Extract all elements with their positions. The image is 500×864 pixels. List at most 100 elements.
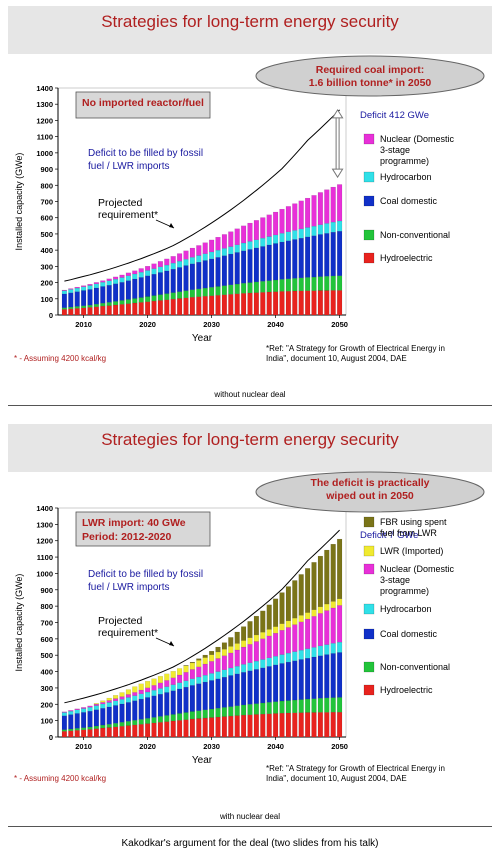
y-tick-label: 600 (40, 214, 53, 223)
bar-segment (266, 244, 272, 281)
bar-segment (298, 659, 304, 700)
bar-segment (106, 700, 112, 703)
bar-segment (81, 712, 87, 728)
divider (8, 826, 492, 827)
projected-requirement-label: Projected (98, 197, 143, 209)
bar-segment (337, 641, 343, 653)
bar-segment (164, 293, 170, 300)
bar-segment (279, 663, 285, 702)
bar-segment (215, 257, 221, 287)
bar-segment (196, 296, 202, 316)
bar-segment (81, 727, 87, 730)
bar-segment (157, 266, 163, 273)
bar-segment (132, 273, 138, 280)
slide-title: Strategies for long-term energy security (101, 430, 399, 449)
figure-caption: Kakodkar's argument for the deal (two sl… (121, 838, 379, 849)
bar-segment (113, 304, 119, 316)
bar-segment (247, 662, 253, 671)
bar-segment (170, 298, 176, 316)
bar-segment (202, 296, 208, 316)
bar-segment (305, 236, 311, 278)
bar-segment (151, 678, 157, 686)
bar-segment (151, 685, 157, 691)
bar-segment (100, 303, 106, 307)
bar-segment (119, 277, 125, 283)
bar-segment (241, 242, 247, 251)
bar-segment (285, 278, 291, 292)
y-tick-label: 0 (49, 733, 53, 742)
footnote-left: * - Assuming 4200 kcal/kg (14, 774, 107, 783)
bar-segment (132, 720, 138, 726)
bar-segment (189, 297, 195, 316)
bar-segment (93, 703, 99, 705)
bar-segment (292, 230, 298, 240)
bar-segment (305, 227, 311, 237)
bar-segment (324, 654, 330, 699)
bar-segment (317, 234, 323, 277)
bar-segment (234, 283, 240, 294)
bar-segment (164, 680, 170, 687)
bar-segment (119, 274, 125, 278)
bar-segment (253, 669, 259, 704)
bar-segment (260, 667, 266, 704)
bar-segment (273, 664, 279, 702)
bar-segment (228, 675, 234, 707)
bar-segment (241, 672, 247, 706)
bar-segment (119, 696, 125, 700)
bar-segment (337, 538, 343, 599)
y-tick-label: 0 (49, 311, 53, 320)
bar-segment (285, 627, 291, 654)
bar-segment (81, 729, 87, 738)
bar-segment (305, 712, 311, 738)
x-tick-label: 2030 (203, 320, 220, 329)
bar-segment (247, 292, 253, 316)
bar-segment (279, 279, 285, 292)
bar-segment (93, 283, 99, 289)
bar-segment (170, 677, 176, 685)
legend-label: 3-stage (380, 145, 410, 155)
deficit-fill-text: Deficit to be filled by fossil (88, 569, 203, 580)
bar-segment (221, 707, 227, 717)
bar-segment (157, 272, 163, 295)
slide-with-deal: Strategies for long-term energy security… (8, 424, 492, 808)
bar-segment (68, 711, 74, 715)
bar-segment (170, 268, 176, 293)
bar-segment (177, 668, 183, 676)
bar-segment (125, 272, 131, 276)
bar-segment (266, 604, 272, 630)
bar-segment (292, 203, 298, 231)
bar-segment (260, 702, 266, 715)
bar-segment (138, 272, 144, 278)
bar-segment (125, 725, 131, 738)
legend-swatch (363, 684, 375, 696)
bar-segment (241, 640, 247, 648)
bar-segment (74, 713, 80, 729)
bar-segment (330, 601, 336, 609)
bar-segment (279, 233, 285, 243)
bar-segment (279, 630, 285, 655)
bar-segment (285, 661, 291, 701)
bar-segment (100, 280, 106, 283)
bar-segment (189, 263, 195, 290)
bar-segment (170, 256, 176, 264)
bar-segment (317, 290, 323, 316)
x-axis-label: Year (192, 755, 213, 766)
bar-segment (132, 695, 138, 701)
bar-segment (87, 726, 93, 730)
bar-segment (337, 598, 343, 606)
y-tick-label: 900 (40, 586, 53, 595)
bar-segment (100, 708, 106, 726)
bar-segment (292, 651, 298, 661)
y-tick-label: 600 (40, 635, 53, 644)
bar-segment (196, 288, 202, 297)
bar-segment (81, 290, 87, 306)
bar-segment (324, 276, 330, 291)
bar-segment (298, 200, 304, 230)
y-tick-label: 700 (40, 198, 53, 207)
bar-segment (132, 724, 138, 738)
bar-segment (145, 687, 151, 693)
footnote-left: * - Assuming 4200 kcal/kg (14, 354, 107, 363)
bar-segment (93, 725, 99, 729)
y-tick-label: 1300 (36, 100, 53, 109)
bar-segment (247, 714, 253, 738)
